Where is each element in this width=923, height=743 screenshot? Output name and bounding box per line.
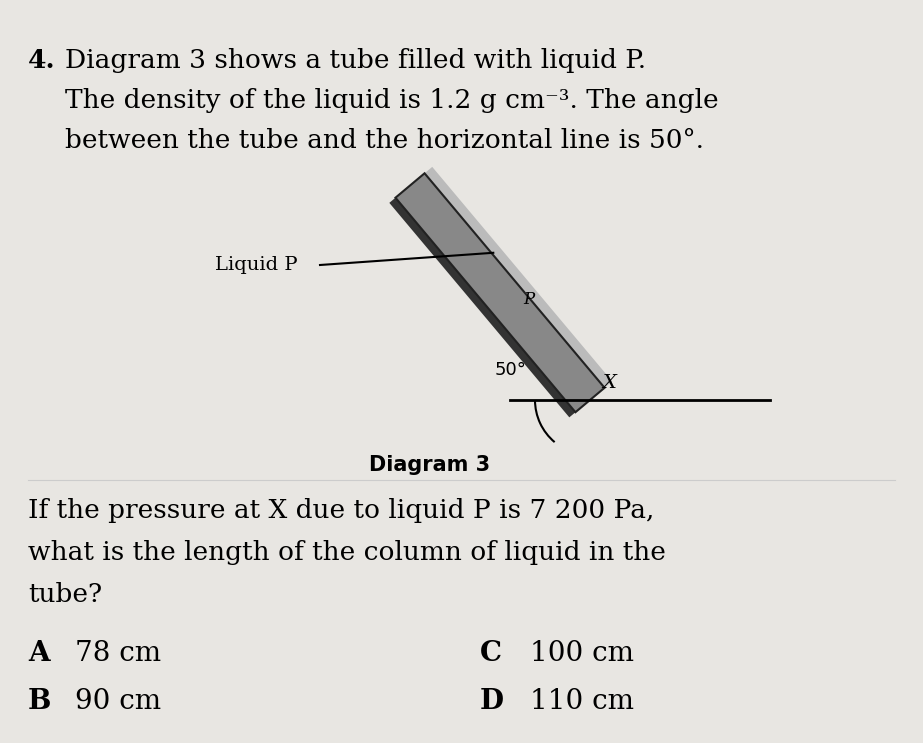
Text: between the tube and the horizontal line is 50°.: between the tube and the horizontal line… [65,128,704,153]
Text: what is the length of the column of liquid in the: what is the length of the column of liqu… [28,540,665,565]
Polygon shape [395,173,605,412]
Text: 100 cm: 100 cm [530,640,634,667]
Text: D: D [480,688,504,715]
Text: tube?: tube? [28,582,102,607]
Text: If the pressure at X due to liquid P is 7 200 Pa,: If the pressure at X due to liquid P is … [28,498,654,523]
Text: 78 cm: 78 cm [75,640,162,667]
Text: Diagram 3: Diagram 3 [369,455,490,475]
Text: 50°: 50° [495,361,526,380]
Text: 90 cm: 90 cm [75,688,162,715]
Text: Diagram 3 shows a tube filled with liquid P.: Diagram 3 shows a tube filled with liqui… [65,48,646,73]
Polygon shape [390,198,575,418]
Text: P: P [523,291,534,308]
Text: 4.: 4. [28,48,55,73]
Text: The density of the liquid is 1.2 g cm⁻³. The angle: The density of the liquid is 1.2 g cm⁻³.… [65,88,719,113]
Text: B: B [28,688,52,715]
Text: 110 cm: 110 cm [530,688,634,715]
Polygon shape [425,167,612,388]
Text: A: A [28,640,50,667]
Text: X: X [602,374,616,392]
Text: Liquid P: Liquid P [215,256,297,274]
Text: C: C [480,640,502,667]
